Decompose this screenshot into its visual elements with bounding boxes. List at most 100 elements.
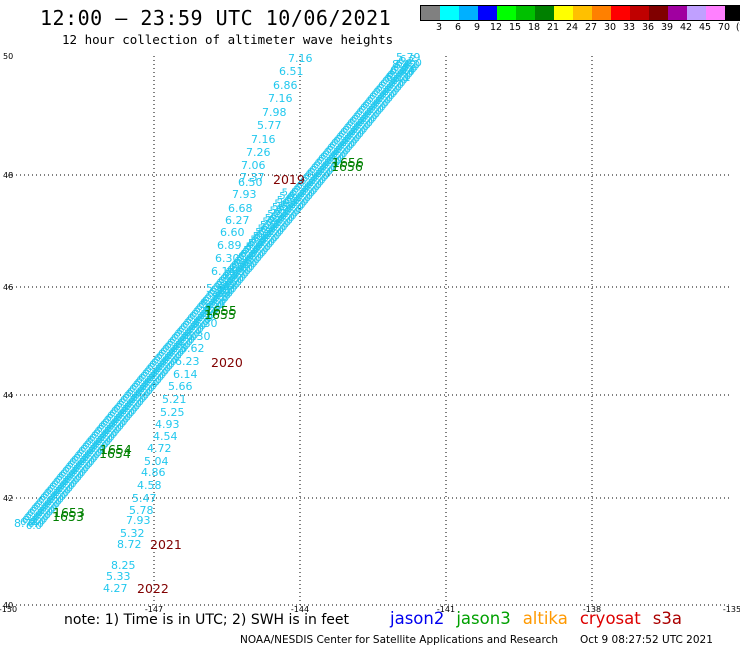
- swh-overlap: 6.0: [382, 87, 398, 98]
- swh-overlap: 6.0: [71, 466, 87, 477]
- swh-value: 7.98: [262, 106, 287, 119]
- swh-overlap: 6.0: [373, 98, 389, 109]
- swh-overlap: 6.0: [375, 96, 391, 107]
- time-label: 1656: [331, 159, 363, 174]
- swh-overlap: 6.0: [175, 339, 191, 350]
- swh-overlap: 6.0: [233, 268, 249, 279]
- swh-overlap: 6.0: [308, 178, 324, 189]
- swh-overlap: 5.5: [255, 227, 271, 238]
- swh-overlap: 6.2: [129, 384, 145, 395]
- swh-value: 6.14: [211, 265, 236, 278]
- legend-swatch: [611, 6, 630, 20]
- swh-overlap: 6.2: [276, 205, 292, 216]
- swh-overlap: 6.2: [95, 426, 111, 437]
- swh-overlap: 6.0: [299, 189, 315, 200]
- swh-overlap: 6.0: [341, 138, 357, 149]
- legend-label: 36: [641, 22, 655, 33]
- lat-label: 44: [3, 391, 13, 400]
- lat-label: 42: [3, 494, 13, 503]
- swh-overlap: 6.0: [150, 370, 166, 381]
- swh-overlap: 6.0: [62, 477, 78, 488]
- swh-overlap: 5.5: [270, 206, 286, 217]
- swh-overlap: 5.5: [229, 267, 245, 278]
- swh-overlap: 6.2: [213, 282, 229, 293]
- swh-overlap: 6.0: [211, 295, 227, 306]
- swh-value: 4.93: [155, 418, 180, 431]
- swh-overlap: 6.0: [251, 246, 267, 257]
- swh-overlap: 6.2: [311, 163, 327, 174]
- swh-overlap: 6.2: [171, 333, 187, 344]
- swh-overlap: 6.0: [46, 497, 62, 508]
- swh-value: 5.55: [201, 298, 226, 311]
- swh-overlap: 6.2: [229, 262, 245, 273]
- swh-overlap: 6.0: [321, 162, 337, 173]
- swh-overlap: 6.0: [64, 474, 80, 485]
- legend-swatch: [497, 6, 516, 20]
- swh-overlap: 6.2: [271, 211, 287, 222]
- swh-overlap: 6.0: [244, 255, 260, 266]
- swh-overlap: 6.2: [42, 490, 58, 501]
- swh-overlap: 6.0: [170, 346, 186, 357]
- swh-overlap: 6.2: [351, 114, 367, 125]
- legend-swatch: [459, 6, 478, 20]
- legend-swatch: [573, 6, 592, 20]
- swh-overlap: 6.0: [344, 133, 360, 144]
- swh-overlap: 6.0: [235, 266, 251, 277]
- swh-overlap: 6.0: [310, 175, 326, 186]
- swh-overlap: 5.5: [224, 274, 240, 285]
- swh-overlap: 6.2: [133, 380, 149, 391]
- swh-overlap: 6.2: [113, 404, 129, 415]
- satellite-name: jason2: [390, 609, 445, 628]
- swh-overlap: 6.2: [25, 510, 41, 521]
- legend-swatch: [687, 6, 706, 20]
- swh-overlap: 6.2: [73, 453, 89, 464]
- swh-overlap: 6.0: [250, 249, 266, 260]
- swh-overlap: 6.0: [262, 233, 278, 244]
- swh-overlap: 6.0: [230, 273, 246, 284]
- swh-overlap: 6.2: [115, 402, 131, 413]
- credit-timestamp: Oct 9 08:27:52 UTC 2021: [580, 634, 713, 646]
- swh-overlap: 6.2: [22, 515, 38, 526]
- legend-swatch: [516, 6, 535, 20]
- swh-overlap: 5.5: [267, 209, 283, 220]
- swh-overlap: 6.2: [175, 329, 191, 340]
- lat-label: 48: [3, 171, 13, 180]
- legend-label: 70: [717, 22, 731, 33]
- swh-value: 7.16: [288, 52, 313, 65]
- swh-overlap: 6.0: [84, 450, 100, 461]
- swh-overlap: 6.0: [393, 74, 409, 85]
- swh-value: 5.04: [144, 455, 169, 468]
- legend-swatch: [725, 6, 740, 20]
- swh-overlap: 6.2: [220, 273, 236, 284]
- swh-overlap: 6.0: [166, 350, 182, 361]
- swh-overlap: 5.5: [265, 213, 281, 224]
- swh-overlap: 6.0: [51, 490, 67, 501]
- swh-overlap: 6.2: [238, 251, 254, 262]
- swh-overlap: 6.2: [371, 89, 387, 100]
- swh-overlap: 6.0: [317, 167, 333, 178]
- swh-overlap: 6.2: [287, 191, 303, 202]
- swh-overlap: 6.0: [297, 191, 313, 202]
- swh-overlap: 6.2: [111, 406, 127, 417]
- swh-overlap: 6.2: [75, 451, 91, 462]
- swh-overlap: 6.0: [50, 492, 66, 503]
- swh-overlap: 6.2: [367, 94, 383, 105]
- swh-overlap: 6.2: [36, 497, 52, 508]
- swh-overlap: 6.0: [406, 58, 422, 69]
- swh-overlap: 6.0: [277, 215, 293, 226]
- swh-overlap: 6.0: [199, 311, 215, 322]
- swh-overlap: 6.0: [121, 406, 137, 417]
- swh-value: 6.94: [390, 64, 415, 77]
- swh-overlap: 6.0: [324, 158, 340, 169]
- swh-overlap: 6.2: [267, 216, 283, 227]
- swh-overlap: 6.0: [28, 519, 44, 530]
- swh-overlap: 6.0: [55, 486, 71, 497]
- swh-overlap: 6.0: [30, 517, 46, 528]
- swh-overlap: 6.0: [224, 280, 240, 291]
- swh-overlap: 6.0: [353, 122, 369, 133]
- swh-overlap: 6.2: [136, 375, 152, 386]
- swh-overlap: 6.2: [278, 202, 294, 213]
- swh-overlap: 5.5: [214, 288, 230, 299]
- swh-overlap: 6.0: [66, 472, 82, 483]
